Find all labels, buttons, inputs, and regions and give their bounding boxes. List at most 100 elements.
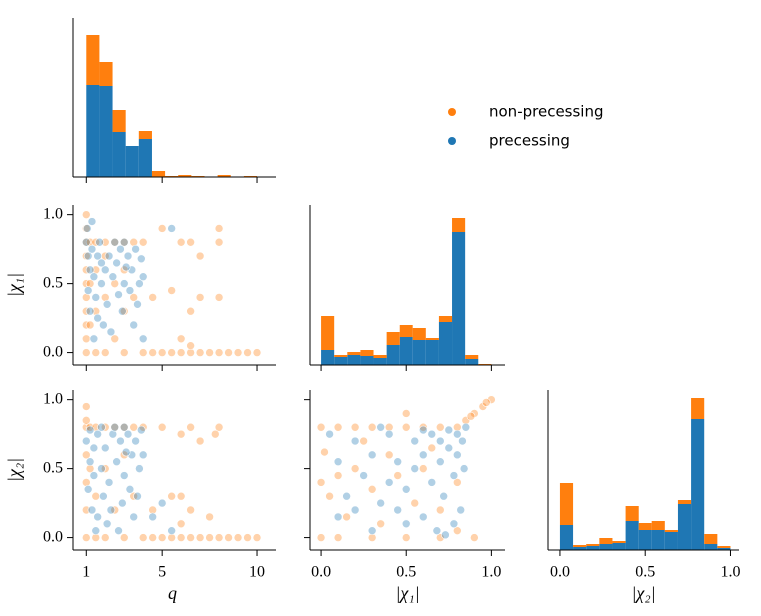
bar xyxy=(321,316,335,350)
bar xyxy=(425,338,439,340)
point xyxy=(205,512,214,522)
x-tick-label: 0.0 xyxy=(311,564,331,581)
point xyxy=(487,395,496,404)
bar xyxy=(178,175,192,177)
point xyxy=(99,320,108,330)
point xyxy=(393,505,403,515)
y-axis-label: |χ₂| xyxy=(4,458,24,482)
point xyxy=(195,436,205,446)
panel: 0.0 0.5 1.0 |χ₂| xyxy=(547,390,740,603)
point xyxy=(186,341,195,350)
point xyxy=(112,457,121,467)
point xyxy=(176,348,186,357)
point xyxy=(87,217,97,226)
point xyxy=(110,422,120,432)
bar xyxy=(612,543,626,550)
point xyxy=(435,422,445,432)
point xyxy=(133,300,142,309)
bar xyxy=(373,355,387,358)
point xyxy=(444,425,454,435)
point xyxy=(129,512,139,522)
point xyxy=(359,471,368,480)
y-tick-label: 0.5 xyxy=(43,274,63,291)
point xyxy=(91,491,101,501)
point xyxy=(401,422,411,432)
point xyxy=(89,272,99,282)
y-tick-label: 0.5 xyxy=(43,459,63,476)
bar xyxy=(586,544,600,546)
bar xyxy=(612,541,626,543)
point xyxy=(376,519,385,529)
bar xyxy=(321,350,335,365)
point xyxy=(108,429,118,439)
point xyxy=(138,450,148,460)
y-tick-label: 1.0 xyxy=(43,390,63,407)
point xyxy=(350,505,360,515)
point xyxy=(136,425,146,435)
x-axis-label: |χ₂| xyxy=(631,583,655,603)
point xyxy=(114,290,123,299)
point xyxy=(106,505,116,515)
point xyxy=(316,533,326,542)
point xyxy=(176,237,186,247)
point xyxy=(384,450,394,460)
point xyxy=(93,251,102,261)
point xyxy=(176,429,186,439)
y-tick-label: 0.0 xyxy=(43,343,63,360)
point xyxy=(252,533,262,542)
point xyxy=(342,491,351,501)
bar xyxy=(217,175,231,177)
bar xyxy=(625,506,639,521)
bar xyxy=(425,340,439,365)
point xyxy=(350,464,360,473)
point xyxy=(89,443,99,453)
point xyxy=(214,224,224,233)
point xyxy=(118,306,127,316)
point xyxy=(148,512,157,522)
point xyxy=(97,279,106,288)
point xyxy=(138,237,148,247)
point xyxy=(97,422,106,432)
bar xyxy=(664,532,678,550)
point xyxy=(435,505,445,515)
point xyxy=(123,429,133,439)
panel: 1 5 10 0.0 0.5 1.0 q |χ₂| xyxy=(4,390,276,603)
point xyxy=(89,334,99,344)
point xyxy=(95,237,104,247)
point xyxy=(186,306,195,316)
panel: 0.0 0.5 1.0 |χ₁| xyxy=(4,205,276,371)
point xyxy=(350,422,360,432)
point xyxy=(333,457,343,467)
point xyxy=(401,409,411,418)
point xyxy=(453,450,462,460)
point xyxy=(100,443,110,453)
x-tick-label: 0.5 xyxy=(635,564,655,581)
point xyxy=(214,293,224,302)
legend-label: non-precessing xyxy=(489,103,604,121)
point xyxy=(89,471,99,480)
point xyxy=(81,402,91,411)
bar xyxy=(559,525,574,550)
point xyxy=(453,478,462,487)
point xyxy=(116,244,125,254)
panel: 0.0 0.5 1.0 |χ₁| xyxy=(304,390,505,603)
point xyxy=(224,533,233,542)
point xyxy=(167,286,176,295)
x-tick-label: 1.0 xyxy=(720,564,740,581)
bar xyxy=(704,534,718,544)
point xyxy=(93,313,102,323)
bar xyxy=(651,521,665,530)
point xyxy=(481,398,491,407)
point xyxy=(85,425,95,435)
point xyxy=(81,436,91,446)
point xyxy=(116,436,125,446)
point xyxy=(87,505,97,515)
point xyxy=(119,533,129,542)
point xyxy=(470,533,479,542)
point xyxy=(119,237,129,247)
point xyxy=(458,436,467,446)
bar xyxy=(717,546,731,548)
point xyxy=(97,258,106,268)
bar xyxy=(386,332,400,345)
point xyxy=(102,519,112,529)
